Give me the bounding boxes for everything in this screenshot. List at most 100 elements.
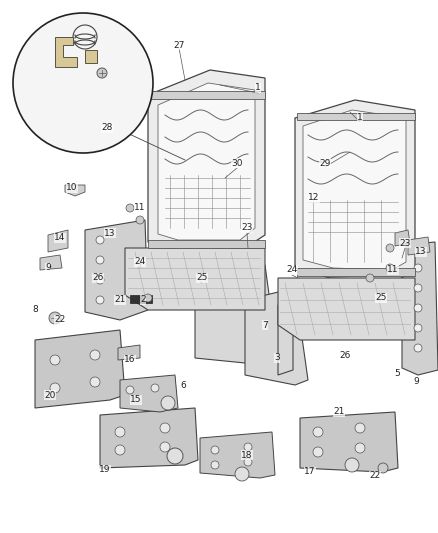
Circle shape [136,216,144,224]
Text: 22: 22 [369,472,381,481]
Circle shape [96,296,104,304]
Circle shape [355,423,365,433]
Polygon shape [295,100,415,280]
Circle shape [313,447,323,457]
Circle shape [167,448,183,464]
Circle shape [244,443,252,451]
Circle shape [96,236,104,244]
Circle shape [161,396,175,410]
Text: 9: 9 [45,263,51,272]
Text: 3: 3 [274,353,280,362]
Circle shape [90,350,100,360]
Text: 5: 5 [394,369,400,378]
Text: 23: 23 [399,238,411,247]
Polygon shape [35,330,125,408]
Text: 24: 24 [134,257,145,266]
Circle shape [160,423,170,433]
Text: 23: 23 [241,223,253,232]
Circle shape [90,377,100,387]
Circle shape [386,244,394,252]
Polygon shape [303,110,406,270]
Polygon shape [408,237,430,255]
Circle shape [50,383,60,393]
Polygon shape [402,242,438,375]
Text: 26: 26 [339,351,351,359]
Bar [150,91,265,99]
Text: 1: 1 [357,114,363,123]
Circle shape [144,294,152,302]
Circle shape [313,427,323,437]
Circle shape [97,68,107,78]
Polygon shape [125,248,265,310]
Text: 13: 13 [415,247,427,256]
Circle shape [126,386,134,394]
Circle shape [414,284,422,292]
Circle shape [96,276,104,284]
Circle shape [345,458,359,472]
Bar [148,240,265,248]
Circle shape [151,384,159,392]
Text: 29: 29 [319,158,331,167]
Polygon shape [395,230,410,246]
Circle shape [50,355,60,365]
Polygon shape [118,345,140,360]
Circle shape [115,445,125,455]
Text: 19: 19 [99,465,111,474]
Polygon shape [278,300,293,375]
Circle shape [414,344,422,352]
Polygon shape [120,375,178,412]
Polygon shape [85,50,97,63]
Text: 8: 8 [32,305,38,314]
Text: 11: 11 [134,204,146,213]
Circle shape [378,463,388,473]
Text: 25: 25 [375,294,387,303]
Text: 20: 20 [44,391,56,400]
Polygon shape [245,288,308,385]
Bar [297,268,415,276]
Text: 15: 15 [130,395,142,405]
Text: 14: 14 [54,233,66,243]
Text: 22: 22 [54,316,66,325]
Text: 16: 16 [124,356,136,365]
Circle shape [96,256,104,264]
Circle shape [211,461,219,469]
Text: 30: 30 [231,158,243,167]
Circle shape [355,443,365,453]
Text: 12: 12 [308,193,320,203]
Circle shape [386,264,394,272]
Text: 24: 24 [286,265,298,274]
Text: 11: 11 [387,265,399,274]
Bar [130,295,152,303]
Text: 26: 26 [92,273,104,282]
Bar [297,113,415,120]
Circle shape [49,312,61,324]
Polygon shape [100,408,198,468]
Text: 27: 27 [173,41,185,50]
Circle shape [414,264,422,272]
Polygon shape [278,278,415,340]
Polygon shape [85,220,148,320]
Text: 28: 28 [101,124,113,133]
Text: 21: 21 [333,408,345,416]
Text: 6: 6 [180,381,186,390]
Text: 1: 1 [255,84,261,93]
Circle shape [414,324,422,332]
Polygon shape [40,255,62,270]
Circle shape [235,467,249,481]
Text: 10: 10 [66,183,78,192]
Circle shape [211,446,219,454]
Polygon shape [158,83,255,240]
Text: 18: 18 [241,450,253,459]
Circle shape [115,427,125,437]
Text: 9: 9 [413,377,419,386]
Circle shape [160,442,170,452]
Polygon shape [195,265,278,365]
Polygon shape [65,185,85,196]
Circle shape [13,13,153,153]
Polygon shape [55,37,77,67]
Polygon shape [48,230,68,252]
Polygon shape [148,70,265,248]
Circle shape [126,204,134,212]
Polygon shape [300,412,398,472]
Text: 17: 17 [304,467,316,477]
